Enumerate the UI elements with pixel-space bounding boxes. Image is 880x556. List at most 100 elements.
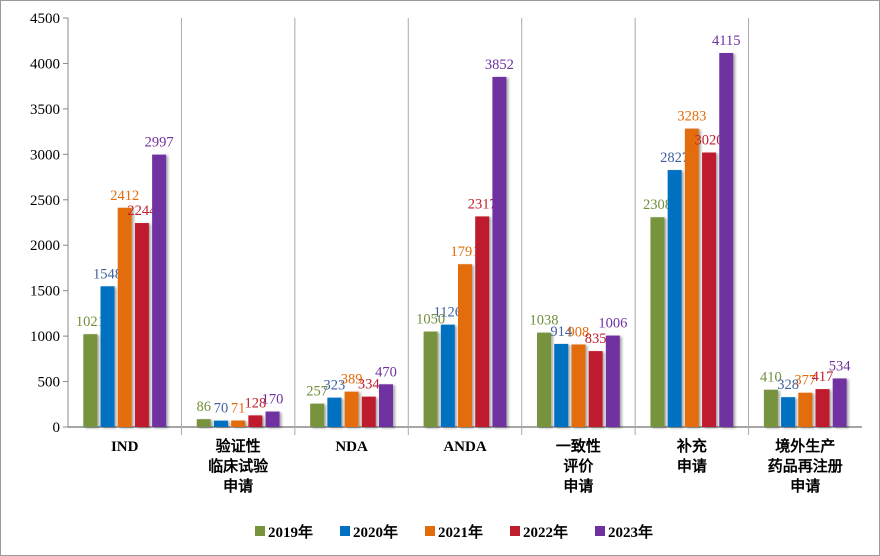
x-tick-label: 境外生产 <box>775 437 835 455</box>
y-tick-label: 2000 <box>30 238 60 254</box>
bar-2019-2 <box>310 403 325 427</box>
legend-swatch-2021 <box>425 526 435 536</box>
legend-swatch-2023 <box>595 526 605 536</box>
data-label: 2412 <box>110 188 139 204</box>
x-tick-label: NDA <box>335 439 368 455</box>
bar-2019-5 <box>650 217 665 427</box>
data-label: 86 <box>196 399 211 415</box>
legend-label: 2021年 <box>438 523 483 541</box>
data-label: 914 <box>550 324 573 340</box>
bar-2021-1 <box>231 420 246 427</box>
data-label: 470 <box>375 364 397 380</box>
bar-2020-3 <box>440 324 455 427</box>
data-label: 417 <box>812 369 834 385</box>
legend-swatch-2022 <box>510 526 520 536</box>
data-label: 2308 <box>643 197 672 213</box>
data-label: 334 <box>358 377 381 393</box>
data-label: 389 <box>341 372 363 388</box>
x-tick-label: IND <box>111 439 139 455</box>
legend-label: 2023年 <box>608 523 653 541</box>
x-tick-label: 申请 <box>563 477 593 495</box>
legend-label: 2022年 <box>523 523 568 541</box>
legend-label: 2020年 <box>353 523 398 541</box>
bar-2019-0 <box>83 334 98 427</box>
bar-2022-6 <box>815 389 830 427</box>
x-tick-label: 申请 <box>677 457 707 475</box>
y-tick-label: 500 <box>38 375 61 391</box>
bar-2021-6 <box>798 392 813 427</box>
y-tick-label: 0 <box>53 420 61 436</box>
bar-2022-2 <box>361 396 376 427</box>
data-label: 2317 <box>468 196 497 212</box>
bar-2023-0 <box>152 154 167 427</box>
y-tick-label: 3500 <box>30 102 60 118</box>
bar-2022-4 <box>588 351 603 427</box>
data-label: 328 <box>777 377 799 393</box>
data-label: 3020 <box>695 133 724 149</box>
x-tick-label: 申请 <box>223 477 253 495</box>
bar-2022-0 <box>134 223 149 427</box>
data-label: 1548 <box>93 266 122 282</box>
data-label: 377 <box>794 373 816 389</box>
bar-2023-3 <box>492 76 507 428</box>
data-label: 1038 <box>530 313 559 329</box>
x-tick-label: 补充 <box>676 437 707 455</box>
bar-2020-2 <box>327 397 342 427</box>
bar-2019-1 <box>196 419 211 427</box>
data-label: 1050 <box>416 312 445 328</box>
data-label: 1791 <box>451 244 480 260</box>
data-label: 2244 <box>127 203 157 219</box>
bar-2022-1 <box>248 415 263 427</box>
data-label: 835 <box>585 331 607 347</box>
bar-2023-5 <box>719 52 734 428</box>
bar-2020-4 <box>554 343 569 427</box>
y-tick-label: 2500 <box>30 193 60 209</box>
data-label: 410 <box>760 370 782 386</box>
bar-2020-0 <box>100 286 115 427</box>
x-tick-label: 申请 <box>790 477 820 495</box>
x-tick-label: 药品再注册 <box>768 457 843 475</box>
bar-2020-5 <box>667 170 682 427</box>
data-label: 908 <box>568 324 590 340</box>
bar-2021-3 <box>458 264 472 427</box>
bar-2019-3 <box>423 331 438 427</box>
x-tick-label: 一致性 <box>556 437 601 455</box>
y-tick-label: 3000 <box>30 147 60 163</box>
bar-2023-2 <box>378 384 393 427</box>
y-tick-label: 1000 <box>30 329 60 345</box>
data-label: 257 <box>306 384 328 400</box>
bar-2022-3 <box>475 216 490 427</box>
data-label: 1006 <box>598 316 627 332</box>
y-tick-label: 4000 <box>30 56 60 72</box>
bar-2021-4 <box>571 344 586 427</box>
data-label: 128 <box>244 395 266 411</box>
bar-2020-1 <box>213 420 228 427</box>
y-tick-label: 4500 <box>30 11 60 27</box>
data-label: 534 <box>829 358 852 374</box>
x-tick-label: ANDA <box>443 439 486 455</box>
data-label: 71 <box>231 401 246 417</box>
bar-2023-1 <box>265 411 280 427</box>
bar-2020-6 <box>781 397 796 427</box>
y-tick-label: 1500 <box>30 284 60 300</box>
bar-2021-2 <box>344 391 359 427</box>
bar-2023-6 <box>832 378 847 427</box>
data-label: 2997 <box>145 135 174 151</box>
bar-2019-6 <box>763 389 778 427</box>
x-tick-label: 验证性 <box>216 437 261 455</box>
bar-2019-4 <box>537 332 552 427</box>
bar-2022-5 <box>702 152 717 427</box>
data-label: 170 <box>262 392 284 408</box>
data-label: 3283 <box>677 109 706 125</box>
data-label: 2827 <box>660 150 689 166</box>
bar-2023-4 <box>605 335 620 427</box>
data-label: 4115 <box>712 33 740 49</box>
data-label: 1021 <box>76 314 105 330</box>
bar-2021-0 <box>117 207 132 427</box>
legend-swatch-2020 <box>340 526 350 536</box>
data-label: 3852 <box>485 57 514 73</box>
legend-label: 2019年 <box>268 523 313 541</box>
bar-2021-5 <box>684 128 699 428</box>
legend-swatch-2019 <box>255 526 265 536</box>
